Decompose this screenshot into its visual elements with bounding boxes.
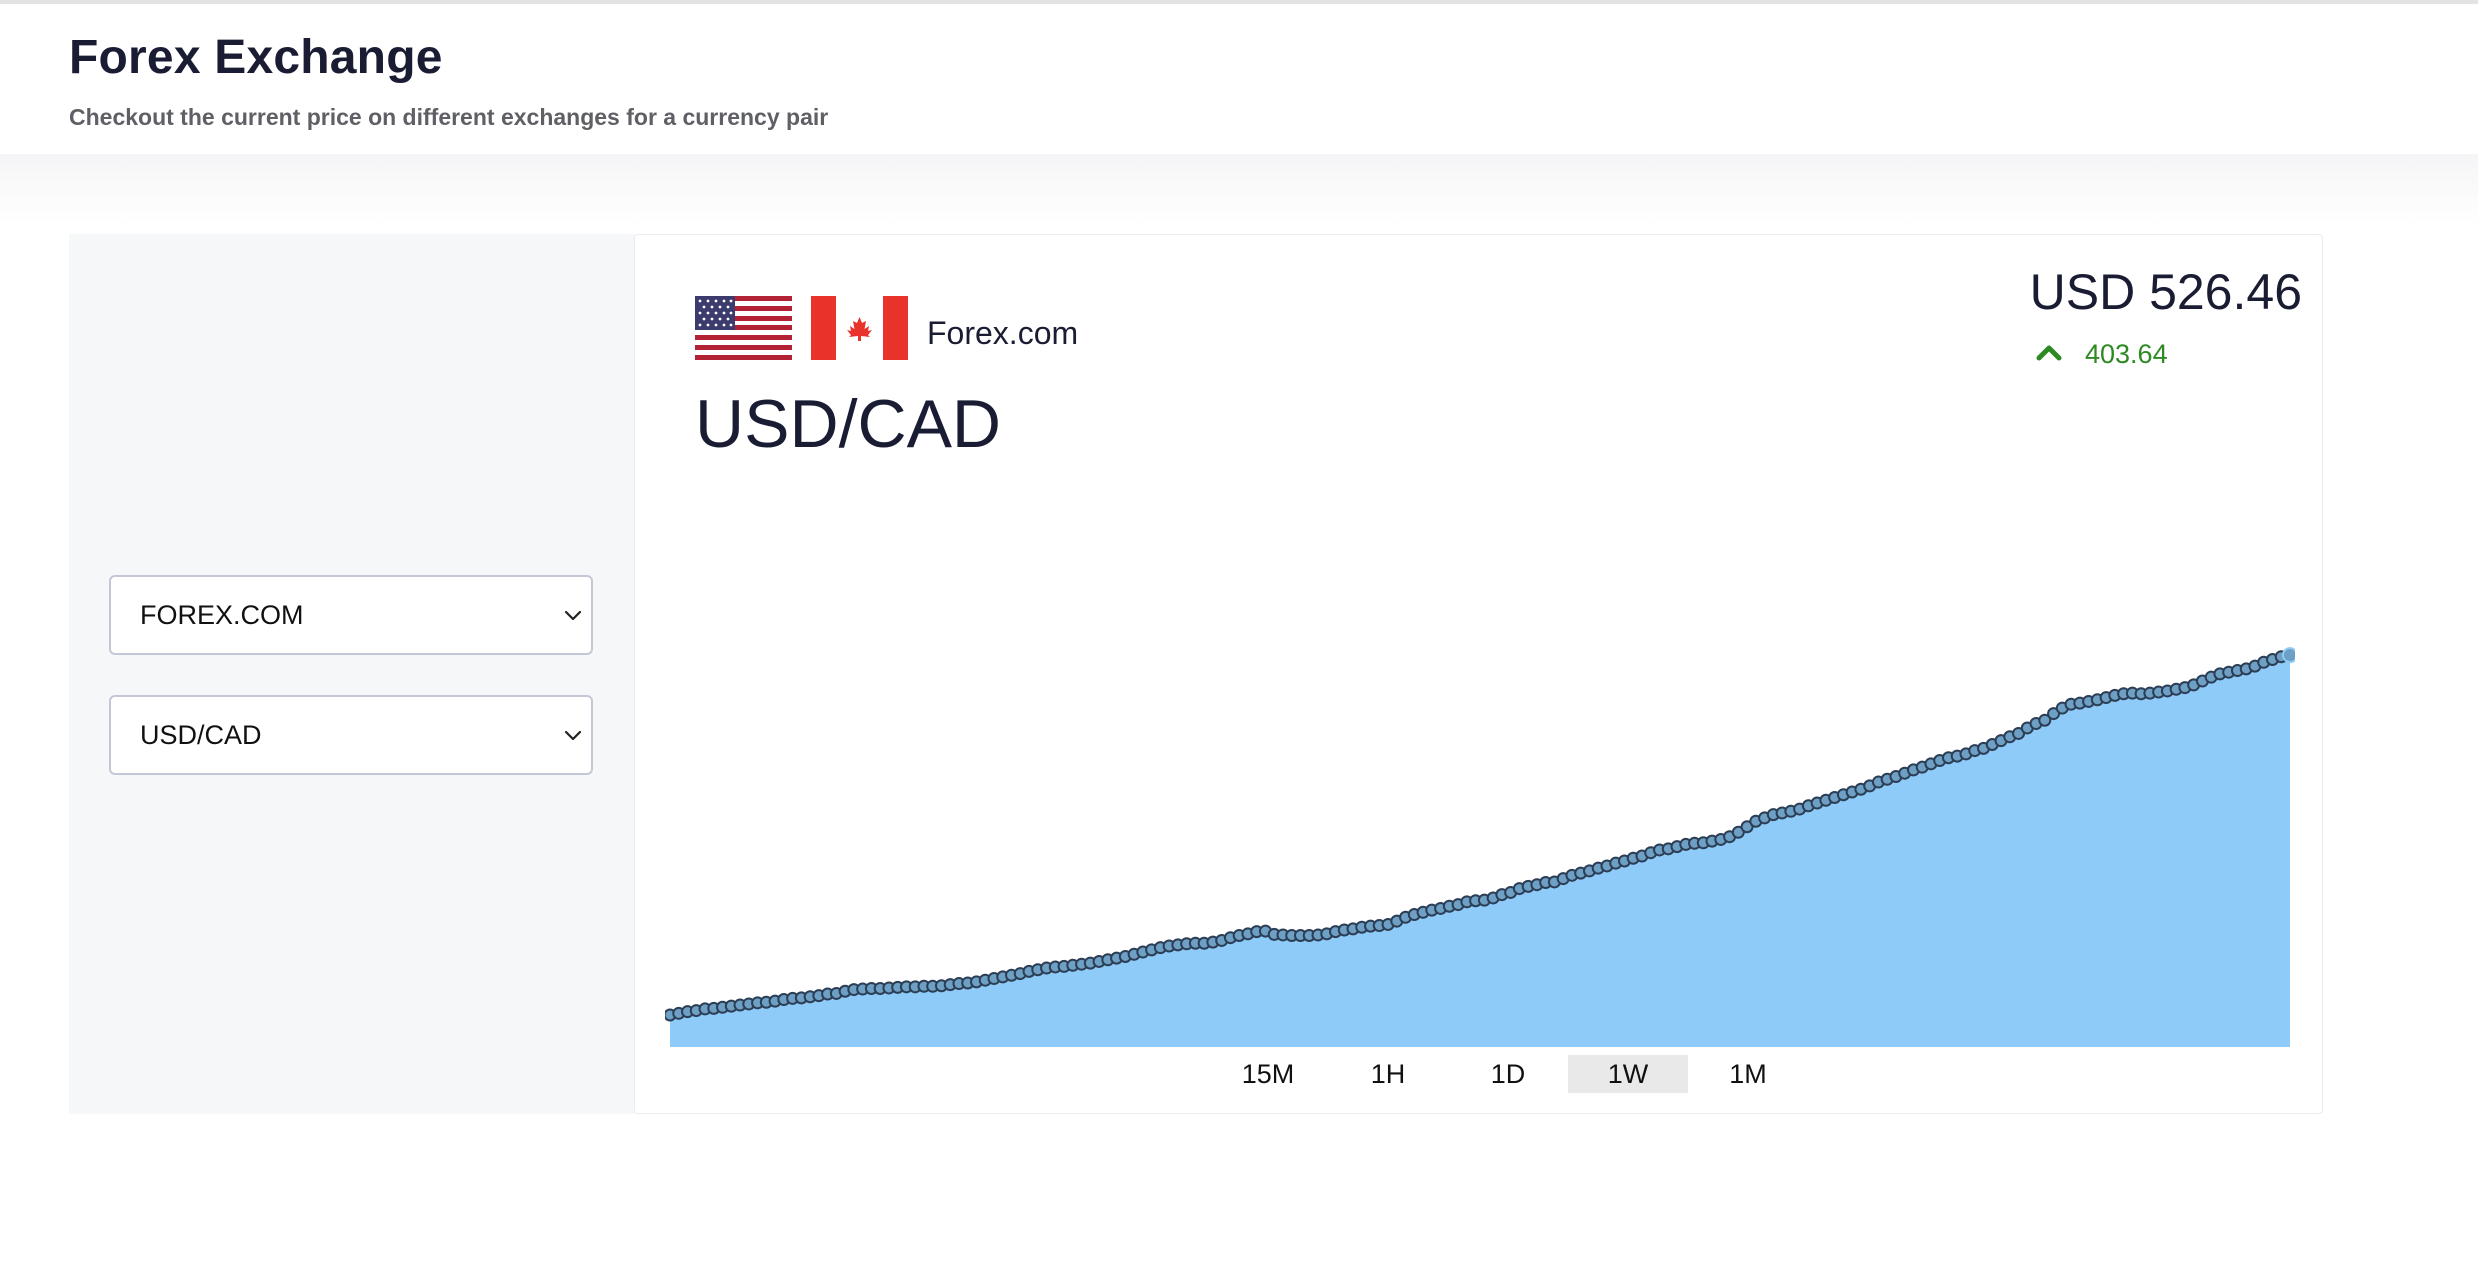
chevron-down-icon — [564, 730, 582, 741]
range-button-1w[interactable]: 1W — [1568, 1055, 1688, 1093]
price-change: 403.64 — [2085, 339, 2168, 369]
range-button-1m[interactable]: 1M — [1729, 1059, 1767, 1089]
exchange-name: Forex.com — [927, 315, 1079, 351]
exchange-select[interactable]: FOREX.COM — [109, 575, 593, 655]
range-button-15m[interactable]: 15M — [1241, 1059, 1295, 1089]
time-range-selector: 15M 1H 1D 1W 1M — [1208, 1055, 1808, 1093]
pair-title: USD/CAD — [695, 386, 1002, 462]
chart-points-layer — [665, 647, 2295, 1022]
page-header: Forex Exchange Checkout the current pric… — [0, 4, 2478, 154]
price-chart — [665, 647, 2295, 1047]
current-price: USD 526.46 — [2029, 264, 2302, 320]
page-title: Forex Exchange — [69, 31, 443, 84]
chart-point[interactable] — [2282, 647, 2295, 664]
exchange-select-value: FOREX.COM — [140, 599, 304, 630]
chart-area — [670, 655, 2290, 1047]
us-flag-icon — [695, 296, 792, 360]
chart-point[interactable] — [2038, 713, 2052, 727]
pair-select[interactable]: USD/CAD — [109, 695, 593, 775]
chart-area-layer — [670, 655, 2290, 1047]
canada-flag-icon — [811, 296, 908, 360]
range-button-1d[interactable]: 1D — [1490, 1059, 1526, 1089]
range-button-1h[interactable]: 1H — [1370, 1059, 1406, 1089]
filter-panel: FOREX.COM USD/CAD — [69, 234, 635, 1114]
pair-select-value: USD/CAD — [140, 719, 262, 750]
page-subtitle: Checkout the current price on different … — [69, 104, 829, 130]
header-shadow — [0, 154, 2478, 224]
top-border — [0, 0, 2478, 4]
chevron-down-icon — [564, 610, 582, 621]
pair-card: Forex.com USD/CAD USD 526.46 403.64 15M 1… — [634, 234, 2323, 1114]
chevron-up-icon — [2036, 345, 2062, 361]
